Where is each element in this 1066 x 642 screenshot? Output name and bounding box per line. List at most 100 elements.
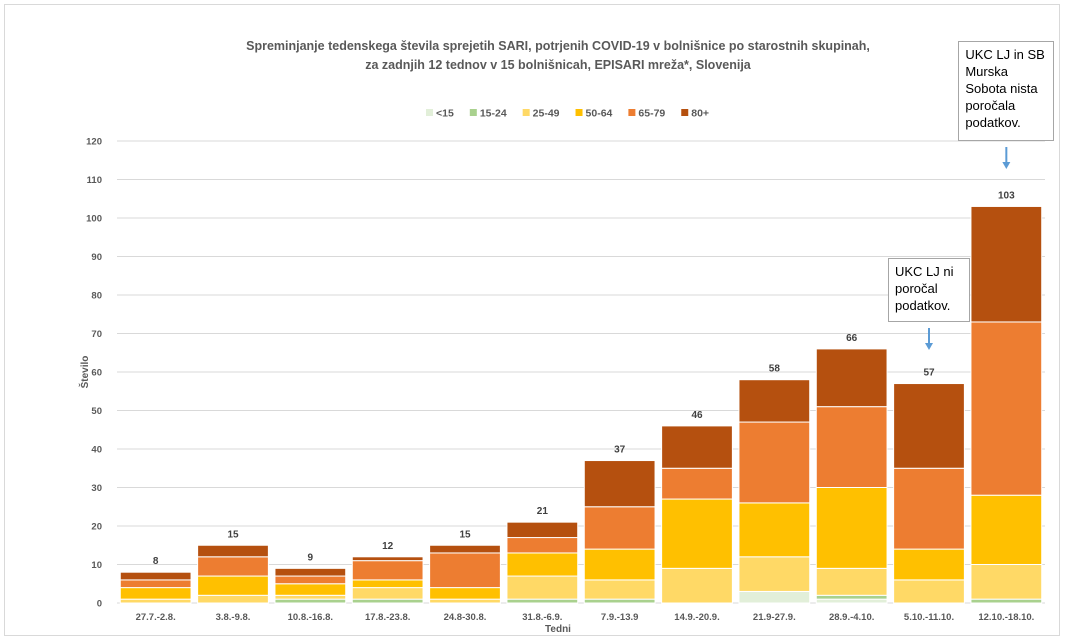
chart-title-line2: za zadnjih 12 tednov v 15 bolnišnicah, E… — [365, 58, 752, 72]
total-label-10: 57 — [923, 368, 935, 379]
y-tick-label-10: 10 — [91, 560, 102, 571]
bar-segment-2-5 — [274, 567, 347, 577]
chart-frame — [4, 4, 1060, 636]
bar-segment-1-2 — [197, 594, 269, 604]
x-axis-title: Tedni — [545, 624, 571, 635]
annotation-arrowhead-1 — [1002, 162, 1011, 169]
legend-swatch-5 — [681, 109, 689, 116]
bar-segment-6-5 — [583, 460, 656, 508]
bar-segment-1-3 — [197, 575, 269, 596]
y-tick-label-90: 90 — [91, 252, 102, 263]
x-tick-label-6: 7.9.-13.9 — [601, 612, 639, 623]
bar-segment-2-1 — [274, 598, 347, 604]
x-tick-label-10: 5.10.-11.10. — [904, 612, 954, 623]
y-tick-label-100: 100 — [86, 214, 102, 225]
y-tick-label-20: 20 — [91, 522, 102, 533]
bar-segment-1-5 — [197, 544, 269, 558]
bar-segment-8-3 — [738, 502, 811, 558]
bar-segment-0-2 — [119, 598, 192, 604]
bar-segment-10-2 — [893, 579, 965, 604]
bar-segment-5-1 — [506, 598, 579, 604]
y-tick-label-70: 70 — [91, 329, 102, 340]
bar-segment-3-3 — [351, 579, 424, 589]
bar-segment-2-2 — [274, 594, 347, 600]
bar-segment-2-3 — [274, 583, 347, 596]
bar-segment-11-4 — [970, 321, 1043, 496]
x-tick-label-9: 28.9.-4.10. — [829, 612, 874, 623]
bar-segment-2-4 — [274, 575, 347, 585]
bar-segment-0-3 — [119, 587, 192, 600]
legend-label-5: 80+ — [691, 108, 709, 120]
bar-segment-4-4 — [429, 552, 501, 589]
bar-segment-5-4 — [506, 537, 579, 554]
x-tick-label-11: 12.10.-18.10. — [978, 612, 1034, 623]
total-label-9: 66 — [846, 333, 858, 344]
bar-segment-9-1 — [815, 594, 888, 600]
annotation-arrowhead-0 — [925, 343, 933, 350]
bar-segment-8-4 — [738, 421, 811, 504]
bar-segment-8-0 — [738, 590, 811, 604]
bar-segment-10-3 — [893, 548, 965, 581]
total-label-0: 8 — [153, 556, 159, 567]
y-tick-label-120: 120 — [86, 137, 102, 148]
legend-swatch-3 — [575, 109, 583, 116]
bar-segment-9-2 — [815, 567, 888, 596]
bar-segment-9-3 — [815, 487, 888, 569]
y-tick-label-0: 0 — [97, 599, 102, 610]
annotation-ukc-lj-sb-ms: UKC LJ in SB Murska Sobota nista poročal… — [958, 41, 1055, 141]
bar-segment-3-5 — [351, 556, 424, 562]
bar-segment-11-2 — [970, 564, 1043, 600]
bar-segment-7-4 — [661, 467, 733, 500]
bar-segment-4-5 — [429, 544, 501, 554]
total-label-1: 15 — [227, 529, 239, 540]
x-tick-label-3: 17.8.-23.8. — [365, 612, 410, 623]
legend-swatch-4 — [628, 109, 636, 116]
bar-segment-11-1 — [970, 598, 1043, 604]
bar-segment-11-3 — [970, 494, 1043, 566]
bar-segment-4-2 — [429, 598, 501, 604]
bar-segment-5-2 — [506, 575, 579, 600]
bar-segment-3-2 — [351, 587, 424, 600]
x-tick-label-8: 21.9-27.9. — [753, 612, 796, 623]
legend-label-4: 65-79 — [638, 108, 665, 120]
total-label-5: 21 — [537, 506, 549, 517]
bar-segment-5-3 — [506, 552, 579, 577]
y-tick-label-30: 30 — [91, 483, 102, 494]
legend-swatch-1 — [469, 109, 477, 116]
bar-segment-6-2 — [583, 579, 656, 600]
y-tick-label-80: 80 — [91, 291, 102, 302]
y-tick-label-40: 40 — [91, 445, 102, 456]
total-label-6: 37 — [614, 445, 626, 456]
x-tick-label-1: 3.8.-9.8. — [216, 612, 251, 623]
total-label-4: 15 — [459, 529, 471, 540]
bar-segment-3-1 — [351, 598, 424, 604]
chart-title-line1: Spreminjanje tedenskega števila sprejeti… — [246, 39, 870, 53]
bar-segment-9-4 — [815, 406, 888, 488]
total-label-7: 46 — [691, 410, 703, 421]
total-label-2: 9 — [308, 552, 314, 563]
total-label-3: 12 — [382, 541, 394, 552]
y-tick-label-50: 50 — [91, 406, 102, 417]
bar-segment-4-3 — [429, 587, 501, 600]
bar-segment-7-2 — [661, 567, 733, 604]
annotation-ukc-lj: UKC LJ ni poročal podatkov. — [888, 258, 970, 322]
x-tick-label-4: 24.8-30.8. — [444, 612, 487, 623]
total-label-11: 103 — [998, 190, 1015, 201]
x-tick-label-2: 10.8.-16.8. — [288, 612, 333, 623]
bar-segment-1-4 — [197, 556, 269, 577]
bar-segment-9-5 — [815, 348, 888, 408]
legend-swatch-2 — [522, 109, 530, 116]
bar-segment-11-5 — [970, 205, 1043, 323]
bar-segment-3-4 — [351, 560, 424, 581]
x-tick-label-5: 31.8.-6.9. — [522, 612, 562, 623]
bar-segment-0-4 — [119, 579, 192, 589]
legend-label-0: <15 — [436, 108, 454, 120]
total-label-8: 58 — [769, 364, 781, 375]
bar-segment-6-1 — [583, 598, 656, 604]
bar-segment-0-5 — [119, 571, 192, 581]
bar-segment-6-4 — [583, 506, 656, 550]
x-tick-label-7: 14.9.-20.9. — [674, 612, 719, 623]
legend-label-3: 50-64 — [586, 108, 613, 120]
legend-swatch-0 — [426, 109, 433, 116]
